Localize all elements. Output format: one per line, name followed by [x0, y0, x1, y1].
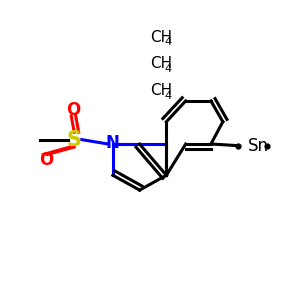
Text: 4: 4 [164, 38, 171, 47]
Text: 4: 4 [164, 91, 171, 101]
Text: S: S [67, 130, 82, 150]
Text: Sn: Sn [248, 136, 269, 154]
Text: O: O [39, 152, 53, 169]
Text: 4: 4 [164, 64, 171, 74]
Text: CH: CH [150, 83, 172, 98]
Text: CH: CH [150, 56, 172, 71]
Text: N: N [106, 134, 120, 152]
Text: O: O [67, 101, 81, 119]
Text: CH: CH [150, 30, 172, 45]
